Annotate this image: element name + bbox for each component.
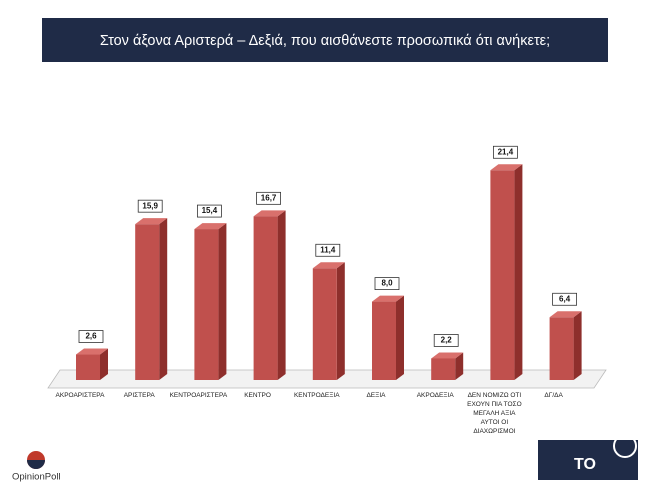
bar-side xyxy=(218,223,227,380)
value-label-box xyxy=(492,145,518,159)
logo-left: OpinionPoll xyxy=(12,472,61,483)
bar-side xyxy=(455,352,464,380)
bar xyxy=(312,268,337,380)
x-tick-label: ΚΕΝΤΡΟΑΡΙΣΤΕΡΑ xyxy=(169,392,228,399)
bar-side xyxy=(159,218,168,380)
logo-magnifier xyxy=(613,434,637,458)
value-label: 6,4 xyxy=(559,294,571,303)
value-label: 15,4 xyxy=(202,206,218,215)
value-label: 2,2 xyxy=(441,336,453,345)
x-tick-label: ΑΡΙΣΤΕΡΑ xyxy=(123,392,155,399)
x-tick-label: ΚΕΝΤΡΟ xyxy=(244,392,271,399)
x-tick-label: ΑΚΡΟΑΡΙΣΤΕΡΑ xyxy=(55,392,105,399)
bar-top xyxy=(76,348,108,355)
value-label-box xyxy=(315,243,341,257)
value-label-box xyxy=(552,292,577,306)
bar-side xyxy=(336,262,345,380)
bar-side xyxy=(396,295,404,380)
logo-icon-part xyxy=(27,460,45,469)
logo-right: TO xyxy=(574,456,596,473)
value-label-box xyxy=(78,330,104,343)
bar xyxy=(549,317,574,380)
bar-side xyxy=(573,311,582,380)
bar xyxy=(135,224,160,380)
bar-top xyxy=(253,210,286,217)
value-label-box xyxy=(256,191,282,205)
bar xyxy=(372,301,396,380)
value-label-box xyxy=(196,204,222,218)
bar-top xyxy=(194,223,227,230)
x-tick-label: ΚΕΝΤΡΟΔΕΞΙΑ xyxy=(293,392,340,399)
x-tick-label: ΔΕΞΙΑ xyxy=(366,392,386,399)
bar-top xyxy=(490,164,523,171)
value-label: 21,4 xyxy=(498,147,514,156)
value-label: 2,6 xyxy=(85,332,97,341)
bar-side xyxy=(277,210,286,380)
value-label: 11,4 xyxy=(320,245,336,254)
bar-top xyxy=(549,311,582,318)
value-label-box xyxy=(137,199,163,213)
bar-top xyxy=(312,262,345,269)
bar xyxy=(194,229,219,380)
title-banner xyxy=(42,18,608,62)
x-tick-label: ΑΚΡΟΔΕΞΙΑ xyxy=(416,392,454,399)
value-label-box xyxy=(433,334,459,347)
x-tick-label: ΔΓ/ΔΑ xyxy=(544,392,563,399)
bar-top xyxy=(431,352,464,359)
value-label-box xyxy=(374,277,400,291)
x-tick-label: ΔΕΝ ΝΟΜΙΖΩ ΟΤΙ ΕΧΟΥΝ ΠΙΑ ΤΟΣΟ ΜΕΓΑΛΗ ΑΞΙ… xyxy=(467,392,522,435)
bar xyxy=(76,354,100,380)
value-label: 15,9 xyxy=(142,201,158,210)
bar xyxy=(431,358,456,380)
bar-side xyxy=(100,348,108,380)
value-label: 16,7 xyxy=(261,193,277,202)
bar-side xyxy=(514,164,523,380)
bar xyxy=(490,170,515,380)
bar xyxy=(253,216,278,380)
bar-top xyxy=(372,295,404,302)
value-label: 8,0 xyxy=(381,279,393,288)
chart-title: Στον άξονα Αριστερά – Δεξιά, που αισθάνε… xyxy=(100,33,550,49)
bar-top xyxy=(135,218,168,225)
logo-right-box xyxy=(538,440,638,480)
